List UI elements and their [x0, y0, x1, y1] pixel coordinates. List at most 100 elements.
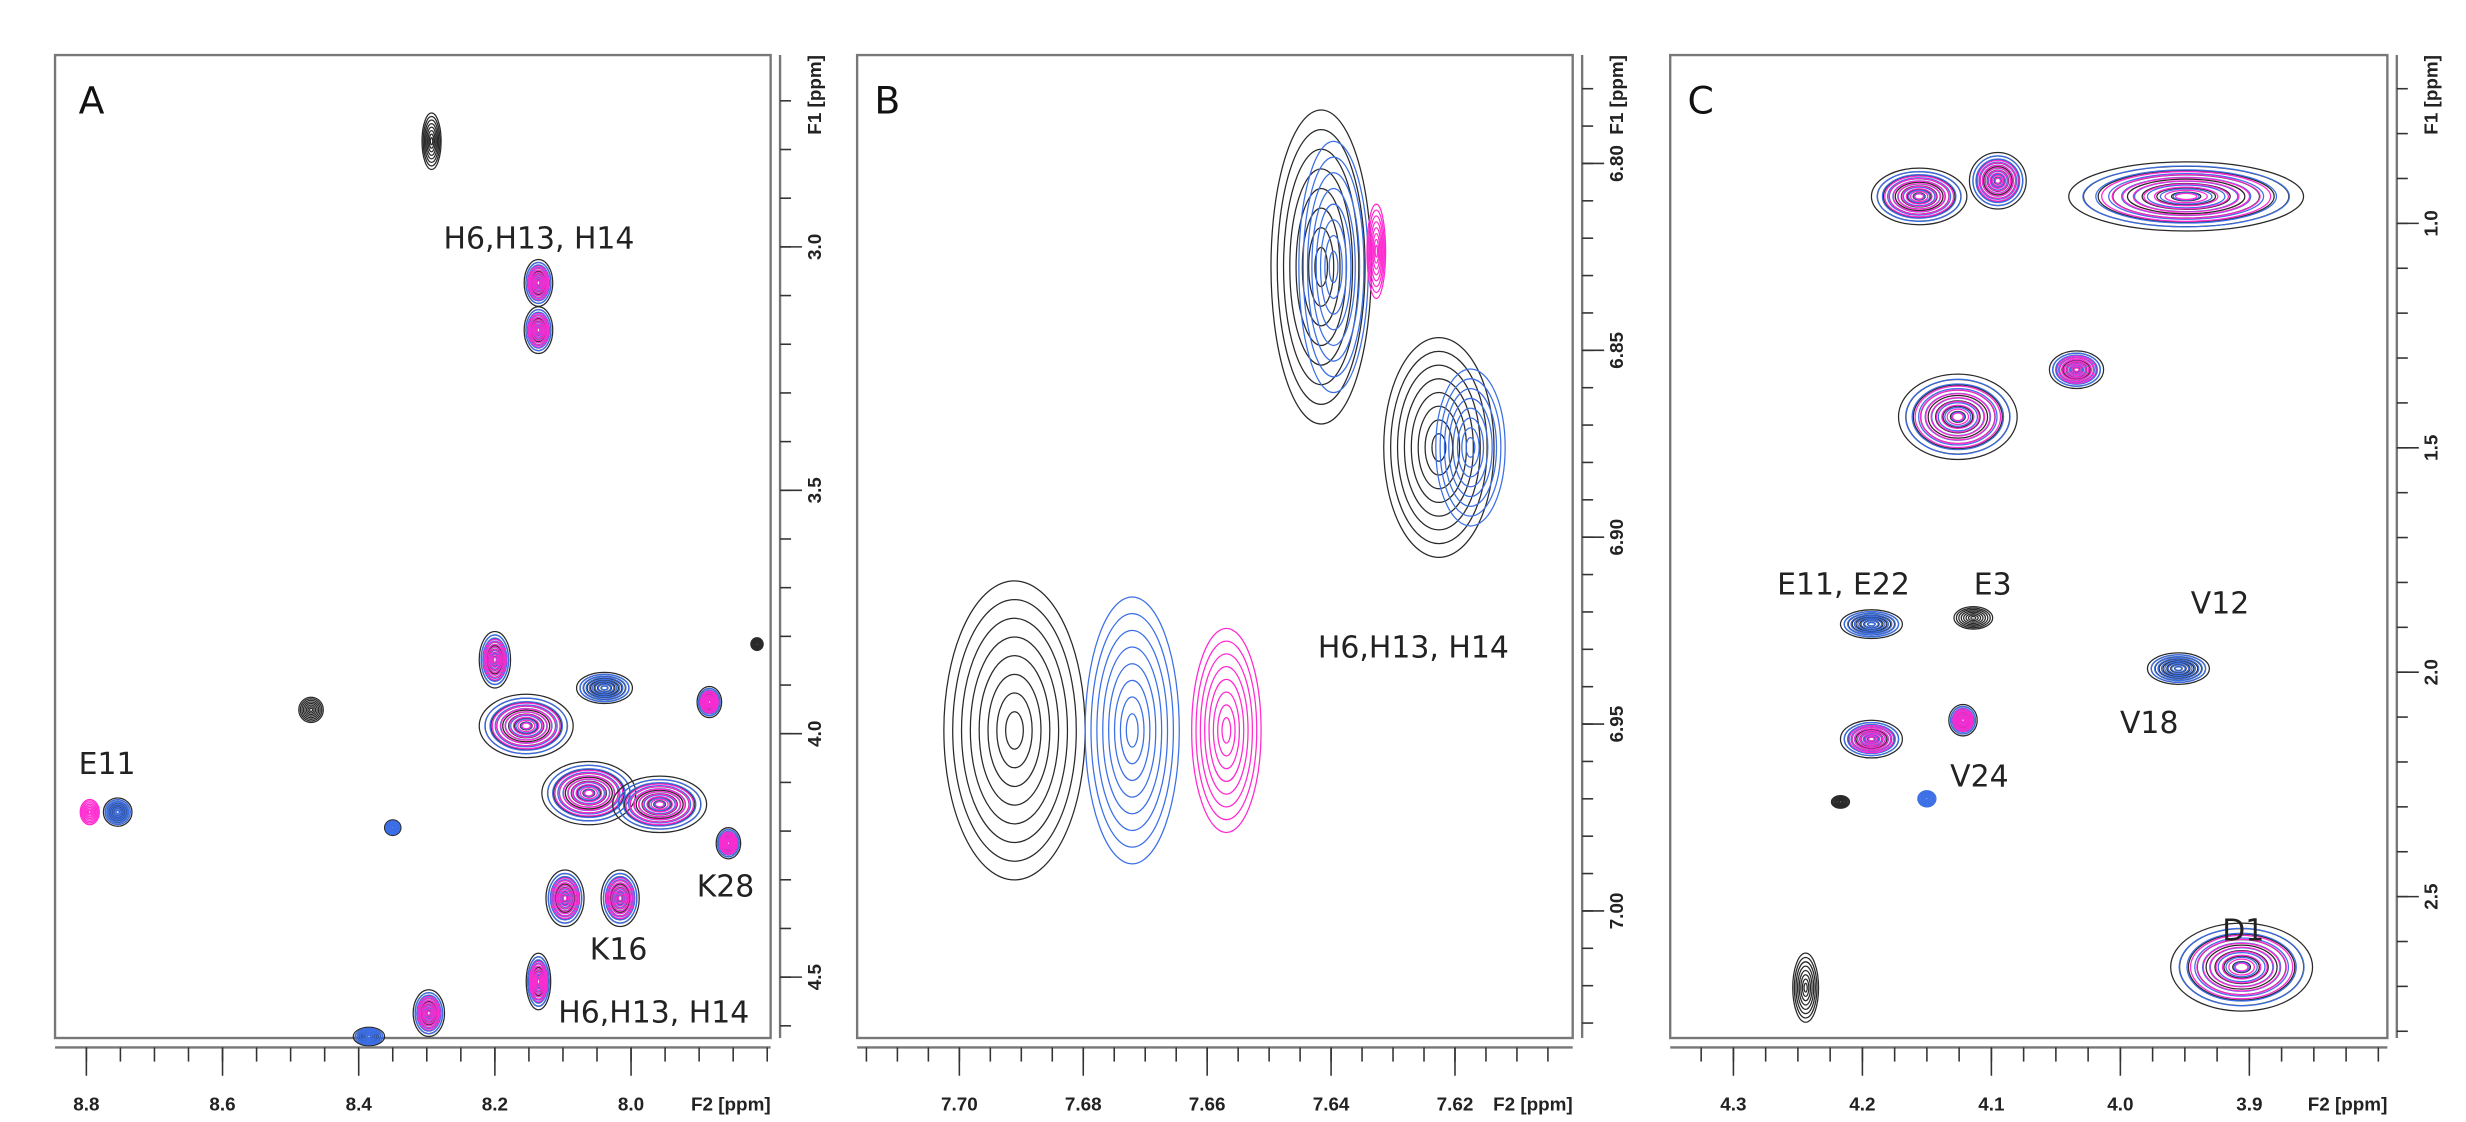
- contour-level: [594, 682, 615, 694]
- contour-level: [389, 824, 397, 831]
- contour-level: [571, 781, 607, 806]
- contour-level: [429, 137, 434, 146]
- contour-level: [2160, 659, 2197, 678]
- contour-level: [706, 698, 713, 706]
- contour-level: [1897, 183, 1942, 210]
- contour-level: [562, 895, 568, 902]
- contour-level: [490, 701, 563, 751]
- contour-level: [1951, 412, 1964, 422]
- contour-level: [1902, 186, 1936, 207]
- contour-level: [1199, 653, 1254, 808]
- peak-contour: [750, 637, 764, 652]
- contour-level: [547, 872, 583, 924]
- peak-contour: [1948, 703, 1978, 737]
- contour-level: [1914, 193, 1925, 200]
- contour-level: [359, 1030, 379, 1043]
- contour-level: [600, 869, 640, 928]
- contour-level: [643, 794, 676, 815]
- contour-level: [1102, 646, 1163, 815]
- peak-contour: [352, 1026, 386, 1047]
- contour-level: [2068, 363, 2085, 376]
- contour-level: [106, 800, 130, 824]
- plot-frame: [53, 53, 772, 1040]
- peak-contour: [545, 869, 585, 928]
- contour-level: [1859, 731, 1884, 747]
- contour-level: [2150, 654, 2207, 684]
- contour-level: [583, 789, 594, 797]
- contour-level: [1960, 610, 1987, 626]
- contour-level: [363, 1032, 375, 1041]
- y-tick-label: 6.85: [1606, 332, 1627, 369]
- contour-level: [1863, 734, 1879, 744]
- contour-level: [102, 797, 133, 827]
- contour-level: [987, 673, 1042, 788]
- contour-level: [1953, 709, 1973, 731]
- contour-level: [1863, 620, 1879, 628]
- contour-level: [2166, 662, 2191, 676]
- contour-level: [412, 989, 446, 1038]
- contour-level: [751, 637, 763, 651]
- contour-level: [307, 706, 315, 714]
- contour-level: [530, 963, 547, 1000]
- contour-level: [356, 1028, 382, 1045]
- contour-level: [361, 1031, 377, 1042]
- contour-level: [532, 321, 545, 340]
- contour-level: [298, 696, 324, 724]
- contour-level: [2162, 660, 2195, 678]
- contour-level: [1793, 956, 1818, 1019]
- contour-level: [2069, 364, 2084, 375]
- contour-level: [109, 803, 127, 821]
- contour-level: [2101, 170, 2272, 222]
- peak-contour: [412, 989, 446, 1038]
- contour-level: [2071, 365, 2083, 374]
- contour-level: [2170, 922, 2314, 1012]
- contour-level: [301, 699, 321, 720]
- contour-level: [416, 995, 441, 1031]
- contour-level: [2111, 174, 2261, 219]
- contour-level: [1958, 715, 1968, 726]
- contour-level: [86, 808, 93, 816]
- contour-level: [558, 772, 620, 814]
- contour-level: [80, 800, 99, 824]
- contour-level: [1448, 397, 1493, 498]
- x-tick-label: 4.0: [2107, 1093, 2133, 1114]
- contour-level: [1930, 397, 1986, 437]
- contour-level: [1905, 378, 2011, 455]
- contour-level: [721, 834, 736, 853]
- peak-contour: [1968, 151, 2027, 210]
- contour-level: [531, 318, 546, 342]
- y-axis-label: F1 [ppm]: [1606, 55, 1627, 135]
- contour-level: [81, 801, 98, 823]
- panel-c-letter: C: [1688, 78, 1714, 122]
- contour-level: [560, 891, 570, 906]
- contour-level: [1901, 185, 1937, 208]
- contour-level: [1374, 244, 1379, 258]
- peak-contour: [1870, 167, 1968, 226]
- contour-level: [525, 261, 552, 305]
- contour-level: [582, 675, 627, 701]
- peak-contour: [383, 819, 402, 837]
- peak-contour: [1298, 140, 1369, 394]
- peak-contour: [1897, 373, 2018, 461]
- contour-level: [109, 804, 126, 820]
- contour-level: [1860, 618, 1883, 630]
- contour-level: [2234, 962, 2249, 972]
- contour-level: [530, 269, 547, 297]
- contour-level: [2164, 189, 2208, 204]
- x-tick-label: 7.66: [1189, 1093, 1226, 1114]
- contour-level: [527, 265, 550, 301]
- contour-level: [1986, 169, 2009, 192]
- contour-level: [1949, 705, 1977, 735]
- contour-level: [1367, 209, 1386, 294]
- contour-level: [2217, 951, 2266, 983]
- contour-level: [628, 785, 692, 824]
- contour-level: [1212, 691, 1241, 770]
- contour-level: [112, 806, 124, 818]
- contour-level: [1383, 336, 1495, 558]
- panel-b-peaks: [943, 109, 1506, 881]
- contour-level: [1390, 350, 1488, 545]
- contour-level: [1957, 713, 1969, 727]
- contour-level: [1865, 735, 1878, 744]
- contour-level: [585, 677, 624, 699]
- contour-level: [1443, 387, 1498, 507]
